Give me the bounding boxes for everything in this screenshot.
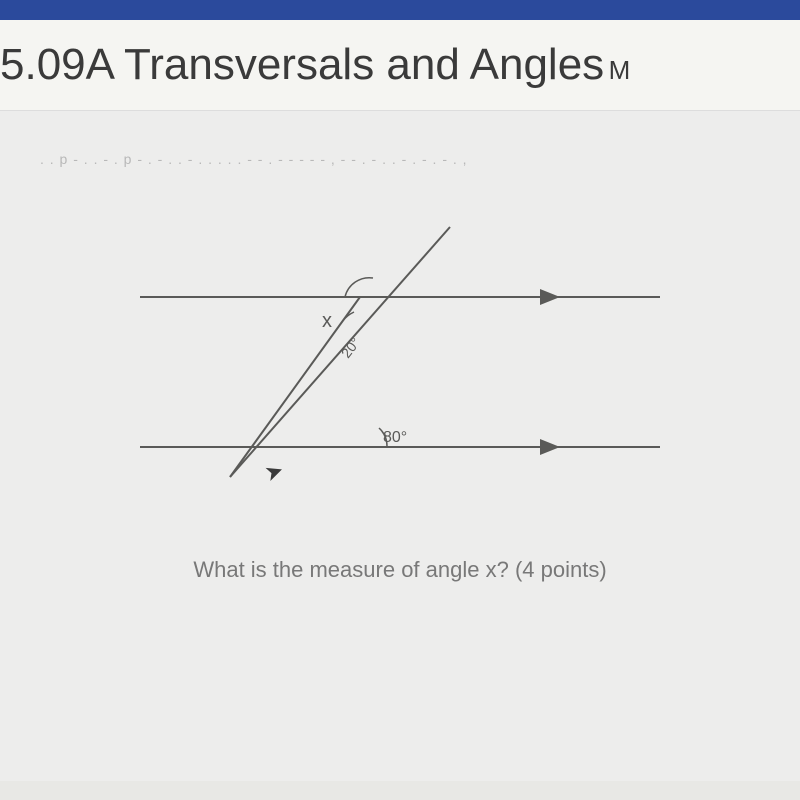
question-text: What is the measure of angle x? (4 point… <box>20 557 780 583</box>
geometry-diagram: x 20° 80° ➤ <box>100 197 700 517</box>
page-title-suffix: M <box>609 55 631 85</box>
faded-preamble-text: . . p - . . - . p - . - . . - . . . . . … <box>20 151 780 167</box>
bottom-line-arrow <box>540 439 560 455</box>
page-title: 5.09A Transversals and Angles <box>0 40 604 89</box>
window-top-bar <box>0 0 800 20</box>
angle-x-label: x <box>322 310 332 332</box>
title-bar: 5.09A Transversals and Angles M <box>0 20 800 111</box>
top-line-arrow <box>540 289 560 305</box>
angle-20-label: 20° <box>338 334 364 361</box>
diagram-svg: x 20° 80° <box>100 197 700 517</box>
angle-80-label: 80° <box>383 429 407 446</box>
content-area: . . p - . . - . p - . - . . - . . . . . … <box>0 111 800 781</box>
transversal-line-2 <box>230 297 360 477</box>
angle-x-arc <box>345 278 373 297</box>
